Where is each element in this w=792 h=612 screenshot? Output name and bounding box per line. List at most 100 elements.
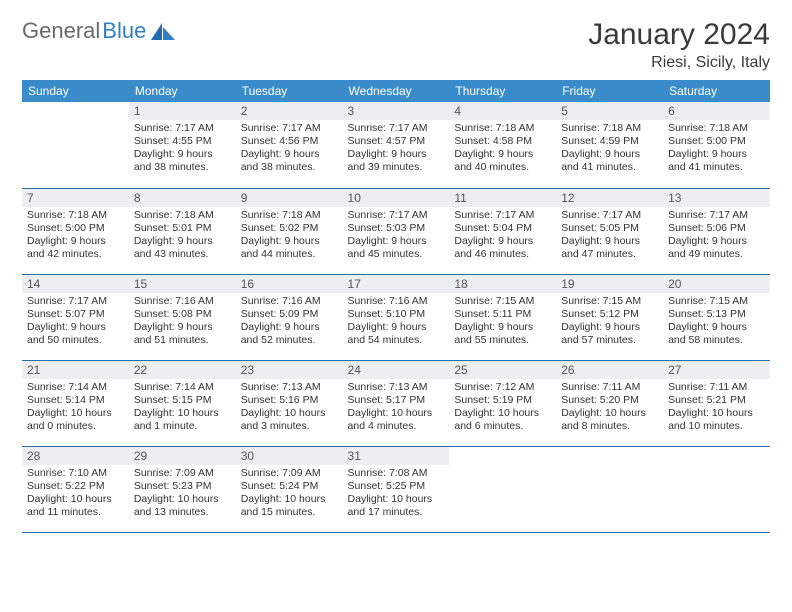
day-details: Sunrise: 7:13 AMSunset: 5:17 PMDaylight:… — [343, 379, 450, 438]
day-details: Sunrise: 7:14 AMSunset: 5:14 PMDaylight:… — [22, 379, 129, 438]
calendar-cell: 15Sunrise: 7:16 AMSunset: 5:08 PMDayligh… — [129, 274, 236, 360]
day-details: Sunrise: 7:17 AMSunset: 4:55 PMDaylight:… — [129, 120, 236, 179]
calendar-cell — [556, 446, 663, 532]
calendar-cell: 13Sunrise: 7:17 AMSunset: 5:06 PMDayligh… — [663, 188, 770, 274]
day-details: Sunrise: 7:08 AMSunset: 5:25 PMDaylight:… — [343, 465, 450, 524]
calendar-cell: 5Sunrise: 7:18 AMSunset: 4:59 PMDaylight… — [556, 102, 663, 188]
day-number: 13 — [663, 189, 770, 207]
calendar-cell: 3Sunrise: 7:17 AMSunset: 4:57 PMDaylight… — [343, 102, 450, 188]
calendar-cell: 14Sunrise: 7:17 AMSunset: 5:07 PMDayligh… — [22, 274, 129, 360]
day-details: Sunrise: 7:18 AMSunset: 4:59 PMDaylight:… — [556, 120, 663, 179]
weekday-header: Thursday — [449, 80, 556, 102]
weekday-header: Sunday — [22, 80, 129, 102]
day-number: 5 — [556, 102, 663, 120]
day-number: 22 — [129, 361, 236, 379]
calendar-cell: 22Sunrise: 7:14 AMSunset: 5:15 PMDayligh… — [129, 360, 236, 446]
calendar-cell: 4Sunrise: 7:18 AMSunset: 4:58 PMDaylight… — [449, 102, 556, 188]
day-details: Sunrise: 7:18 AMSunset: 5:02 PMDaylight:… — [236, 207, 343, 266]
location: Riesi, Sicily, Italy — [588, 54, 770, 72]
day-number: 21 — [22, 361, 129, 379]
calendar-cell: 2Sunrise: 7:17 AMSunset: 4:56 PMDaylight… — [236, 102, 343, 188]
day-details: Sunrise: 7:18 AMSunset: 5:01 PMDaylight:… — [129, 207, 236, 266]
day-details: Sunrise: 7:15 AMSunset: 5:12 PMDaylight:… — [556, 293, 663, 352]
day-details: Sunrise: 7:15 AMSunset: 5:11 PMDaylight:… — [449, 293, 556, 352]
day-details: Sunrise: 7:14 AMSunset: 5:15 PMDaylight:… — [129, 379, 236, 438]
day-number: 16 — [236, 275, 343, 293]
calendar-cell: 11Sunrise: 7:17 AMSunset: 5:04 PMDayligh… — [449, 188, 556, 274]
day-number: 12 — [556, 189, 663, 207]
day-details: Sunrise: 7:17 AMSunset: 4:57 PMDaylight:… — [343, 120, 450, 179]
day-details: Sunrise: 7:17 AMSunset: 5:03 PMDaylight:… — [343, 207, 450, 266]
day-details: Sunrise: 7:11 AMSunset: 5:21 PMDaylight:… — [663, 379, 770, 438]
weekday-header: Wednesday — [343, 80, 450, 102]
calendar-cell — [663, 446, 770, 532]
day-number: 9 — [236, 189, 343, 207]
day-number: 3 — [343, 102, 450, 120]
calendar-cell: 21Sunrise: 7:14 AMSunset: 5:14 PMDayligh… — [22, 360, 129, 446]
day-number: 15 — [129, 275, 236, 293]
day-details: Sunrise: 7:16 AMSunset: 5:09 PMDaylight:… — [236, 293, 343, 352]
day-number: 17 — [343, 275, 450, 293]
calendar-row: 7Sunrise: 7:18 AMSunset: 5:00 PMDaylight… — [22, 188, 770, 274]
calendar-cell: 16Sunrise: 7:16 AMSunset: 5:09 PMDayligh… — [236, 274, 343, 360]
day-number: 20 — [663, 275, 770, 293]
calendar-cell: 24Sunrise: 7:13 AMSunset: 5:17 PMDayligh… — [343, 360, 450, 446]
logo-text-general: General — [22, 18, 100, 44]
weekday-header: Saturday — [663, 80, 770, 102]
weekday-header: Tuesday — [236, 80, 343, 102]
weekday-header-row: Sunday Monday Tuesday Wednesday Thursday… — [22, 80, 770, 102]
weekday-header: Friday — [556, 80, 663, 102]
day-details: Sunrise: 7:09 AMSunset: 5:24 PMDaylight:… — [236, 465, 343, 524]
day-details: Sunrise: 7:15 AMSunset: 5:13 PMDaylight:… — [663, 293, 770, 352]
day-number: 19 — [556, 275, 663, 293]
day-details: Sunrise: 7:09 AMSunset: 5:23 PMDaylight:… — [129, 465, 236, 524]
day-number: 30 — [236, 447, 343, 465]
day-details: Sunrise: 7:18 AMSunset: 4:58 PMDaylight:… — [449, 120, 556, 179]
day-number: 27 — [663, 361, 770, 379]
calendar-cell: 7Sunrise: 7:18 AMSunset: 5:00 PMDaylight… — [22, 188, 129, 274]
day-number: 7 — [22, 189, 129, 207]
logo-sail-icon — [150, 21, 176, 41]
calendar-cell: 18Sunrise: 7:15 AMSunset: 5:11 PMDayligh… — [449, 274, 556, 360]
day-number: 18 — [449, 275, 556, 293]
day-details: Sunrise: 7:17 AMSunset: 5:05 PMDaylight:… — [556, 207, 663, 266]
day-details: Sunrise: 7:16 AMSunset: 5:10 PMDaylight:… — [343, 293, 450, 352]
calendar-row: 14Sunrise: 7:17 AMSunset: 5:07 PMDayligh… — [22, 274, 770, 360]
title-block: January 2024 Riesi, Sicily, Italy — [588, 18, 770, 72]
calendar-cell: 27Sunrise: 7:11 AMSunset: 5:21 PMDayligh… — [663, 360, 770, 446]
day-number: 26 — [556, 361, 663, 379]
calendar-cell: 10Sunrise: 7:17 AMSunset: 5:03 PMDayligh… — [343, 188, 450, 274]
calendar-cell: 1Sunrise: 7:17 AMSunset: 4:55 PMDaylight… — [129, 102, 236, 188]
day-details: Sunrise: 7:11 AMSunset: 5:20 PMDaylight:… — [556, 379, 663, 438]
day-number: 2 — [236, 102, 343, 120]
weekday-header: Monday — [129, 80, 236, 102]
calendar-row: 28Sunrise: 7:10 AMSunset: 5:22 PMDayligh… — [22, 446, 770, 532]
day-details: Sunrise: 7:18 AMSunset: 5:00 PMDaylight:… — [663, 120, 770, 179]
calendar-cell: 28Sunrise: 7:10 AMSunset: 5:22 PMDayligh… — [22, 446, 129, 532]
calendar-cell: 20Sunrise: 7:15 AMSunset: 5:13 PMDayligh… — [663, 274, 770, 360]
day-details: Sunrise: 7:17 AMSunset: 4:56 PMDaylight:… — [236, 120, 343, 179]
calendar-cell: 30Sunrise: 7:09 AMSunset: 5:24 PMDayligh… — [236, 446, 343, 532]
calendar-cell — [449, 446, 556, 532]
day-number: 24 — [343, 361, 450, 379]
day-number: 14 — [22, 275, 129, 293]
day-details: Sunrise: 7:10 AMSunset: 5:22 PMDaylight:… — [22, 465, 129, 524]
calendar-cell: 17Sunrise: 7:16 AMSunset: 5:10 PMDayligh… — [343, 274, 450, 360]
logo-text-blue: Blue — [102, 18, 146, 44]
day-details: Sunrise: 7:16 AMSunset: 5:08 PMDaylight:… — [129, 293, 236, 352]
calendar-cell: 23Sunrise: 7:13 AMSunset: 5:16 PMDayligh… — [236, 360, 343, 446]
calendar-cell: 25Sunrise: 7:12 AMSunset: 5:19 PMDayligh… — [449, 360, 556, 446]
logo: GeneralBlue — [22, 18, 176, 44]
calendar-cell: 26Sunrise: 7:11 AMSunset: 5:20 PMDayligh… — [556, 360, 663, 446]
day-details: Sunrise: 7:12 AMSunset: 5:19 PMDaylight:… — [449, 379, 556, 438]
calendar-cell: 29Sunrise: 7:09 AMSunset: 5:23 PMDayligh… — [129, 446, 236, 532]
calendar-cell: 19Sunrise: 7:15 AMSunset: 5:12 PMDayligh… — [556, 274, 663, 360]
day-details: Sunrise: 7:13 AMSunset: 5:16 PMDaylight:… — [236, 379, 343, 438]
day-number: 6 — [663, 102, 770, 120]
day-number: 29 — [129, 447, 236, 465]
day-number: 1 — [129, 102, 236, 120]
calendar-cell: 9Sunrise: 7:18 AMSunset: 5:02 PMDaylight… — [236, 188, 343, 274]
day-number: 25 — [449, 361, 556, 379]
day-details: Sunrise: 7:17 AMSunset: 5:06 PMDaylight:… — [663, 207, 770, 266]
day-number: 11 — [449, 189, 556, 207]
